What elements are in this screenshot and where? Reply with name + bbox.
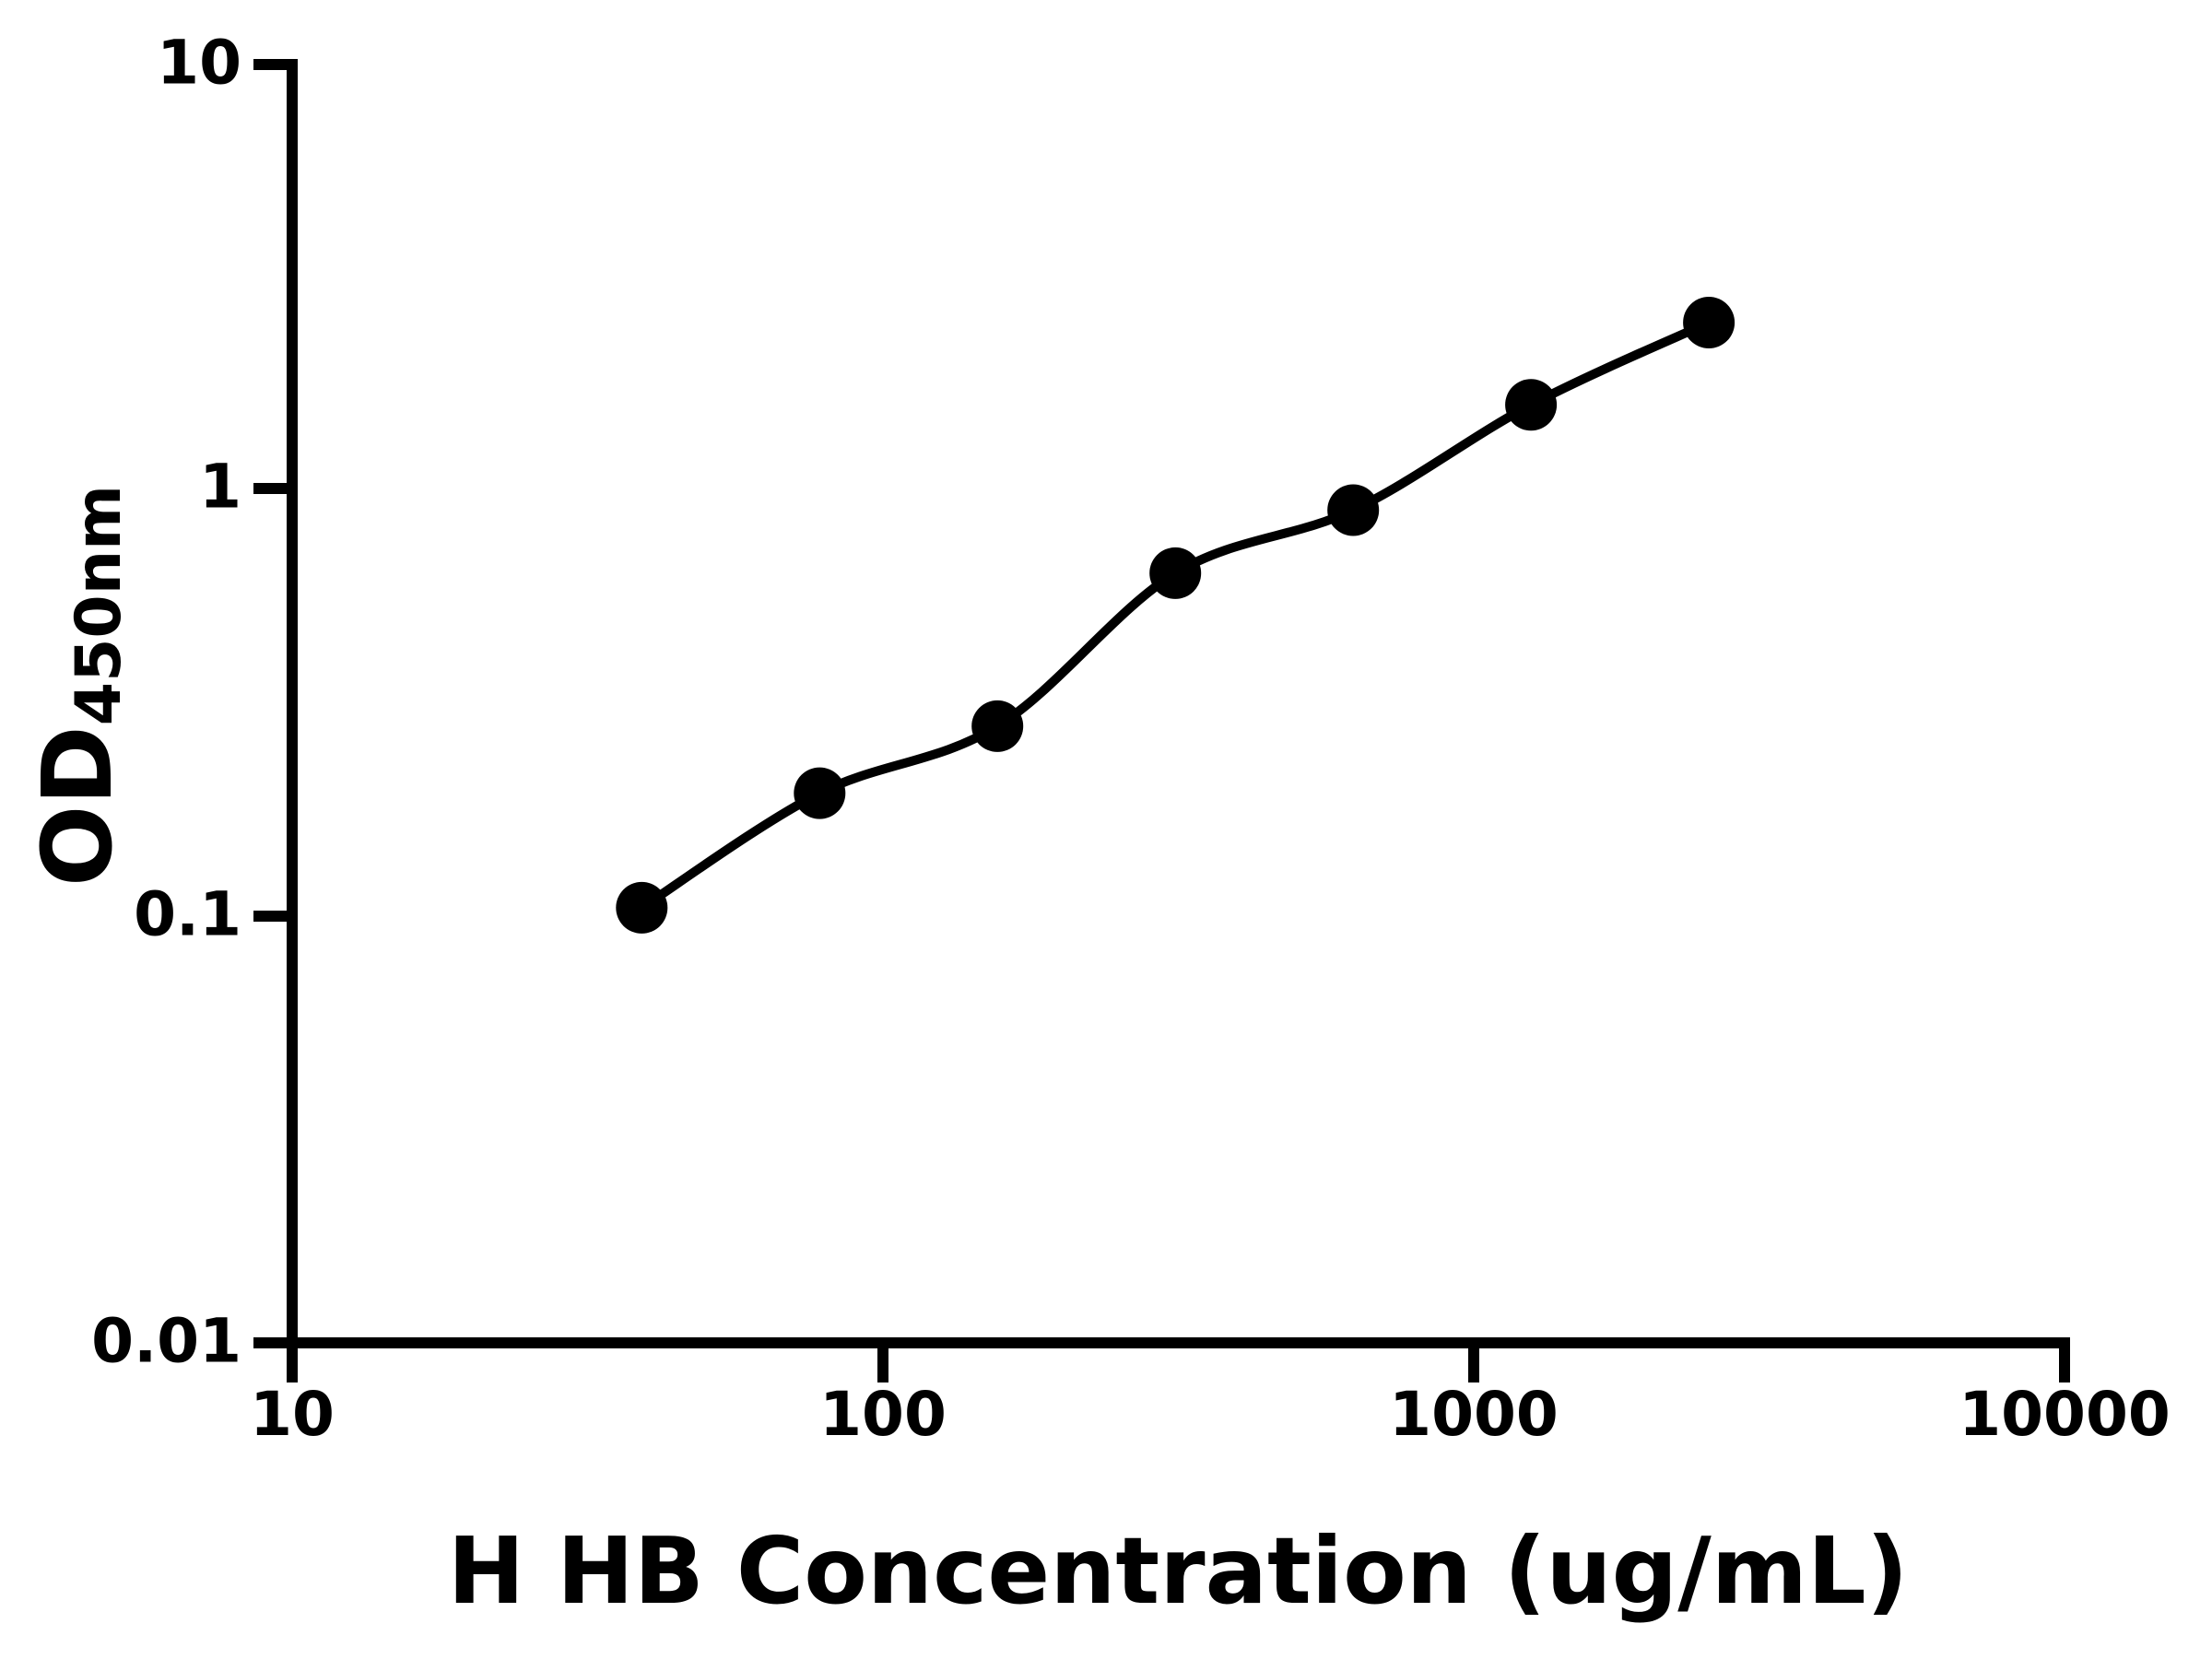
y-tick-label-1: 1 <box>199 451 241 523</box>
y-tick-label-0p1: 0.1 <box>134 878 241 950</box>
y-tick-label-0p01: 0.01 <box>91 1305 241 1377</box>
y-axis-title: OD450nm <box>21 485 135 887</box>
x-axis-title: H HB Concentration (ug/mL) <box>447 1517 1909 1625</box>
x-tick-label-10000: 10000 <box>1959 1379 2171 1450</box>
data-point-marker <box>794 767 846 819</box>
data-point-marker <box>1505 379 1558 431</box>
x-tick-label-1000: 1000 <box>1389 1379 1559 1450</box>
y-tick-label-10: 10 <box>157 27 241 99</box>
y-axis-title-main: OD <box>21 725 134 887</box>
x-tick-label-100: 100 <box>819 1379 947 1450</box>
axis-ticks <box>253 483 1479 1382</box>
axis-frame <box>253 59 2070 1382</box>
x-tick-label-10: 10 <box>250 1379 335 1450</box>
data-point-marker <box>971 700 1024 752</box>
y-axis-title-subscript: 450nm <box>63 485 135 725</box>
data-point-marker <box>1149 547 1202 599</box>
data-points <box>616 297 1735 934</box>
data-point-marker <box>616 881 668 934</box>
data-point-marker <box>1683 297 1735 348</box>
data-point-marker <box>1327 484 1380 536</box>
